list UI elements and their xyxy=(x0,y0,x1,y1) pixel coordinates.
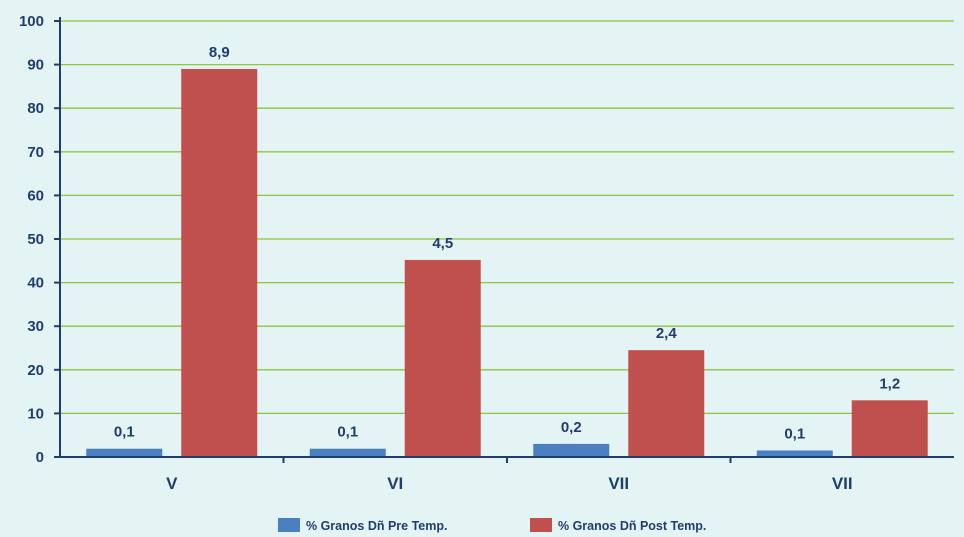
bar xyxy=(851,400,928,457)
y-tick-label: 50 xyxy=(27,231,44,248)
data-label: 0,1 xyxy=(784,425,805,442)
bar xyxy=(181,68,258,458)
bars xyxy=(86,68,928,458)
y-tick-label: 80 xyxy=(27,100,44,117)
data-label: 1,2 xyxy=(879,375,900,392)
data-labels: 0,1 8,9 0,1 4,5 0,2 2,4 0,1 1,2 xyxy=(114,44,900,442)
y-tick-label: 40 xyxy=(27,275,44,292)
y-tick-label: 60 xyxy=(27,187,44,204)
data-label: 0,1 xyxy=(114,424,135,441)
bar xyxy=(86,448,163,457)
axes: 0 10 20 30 40 50 60 70 80 90 100 V VI VII VII xyxy=(19,13,954,493)
x-tick-label: V xyxy=(166,474,178,493)
bar xyxy=(309,448,386,457)
x-tick-label: VII xyxy=(832,474,853,493)
bar xyxy=(628,350,705,457)
bar xyxy=(404,259,481,457)
data-label: 0,2 xyxy=(561,419,582,436)
legend-label: % Granos Dñ Post Temp. xyxy=(558,519,706,533)
bar xyxy=(756,450,833,457)
legend-swatch xyxy=(530,518,552,532)
data-label: 2,4 xyxy=(656,325,678,342)
legend-swatch xyxy=(278,518,300,532)
legend-label: % Granos Dñ Pre Temp. xyxy=(306,519,447,533)
x-tick-label: VI xyxy=(387,474,403,493)
bar xyxy=(533,443,610,457)
data-label: 8,9 xyxy=(209,44,230,61)
y-tick-label: 100 xyxy=(19,13,44,30)
y-tick-label: 70 xyxy=(27,144,44,161)
x-tick-label: VII xyxy=(608,474,629,493)
y-tick-label: 10 xyxy=(27,405,44,422)
y-tick-label: 30 xyxy=(27,318,44,335)
legend: % Granos Dñ Pre Temp. % Granos Dñ Post Te… xyxy=(278,518,706,533)
data-label: 4,5 xyxy=(432,235,453,252)
y-tick-label: 20 xyxy=(27,362,44,379)
data-label: 0,1 xyxy=(337,424,358,441)
y-tick-label: 90 xyxy=(27,57,44,74)
y-tick-label: 0 xyxy=(36,449,44,466)
